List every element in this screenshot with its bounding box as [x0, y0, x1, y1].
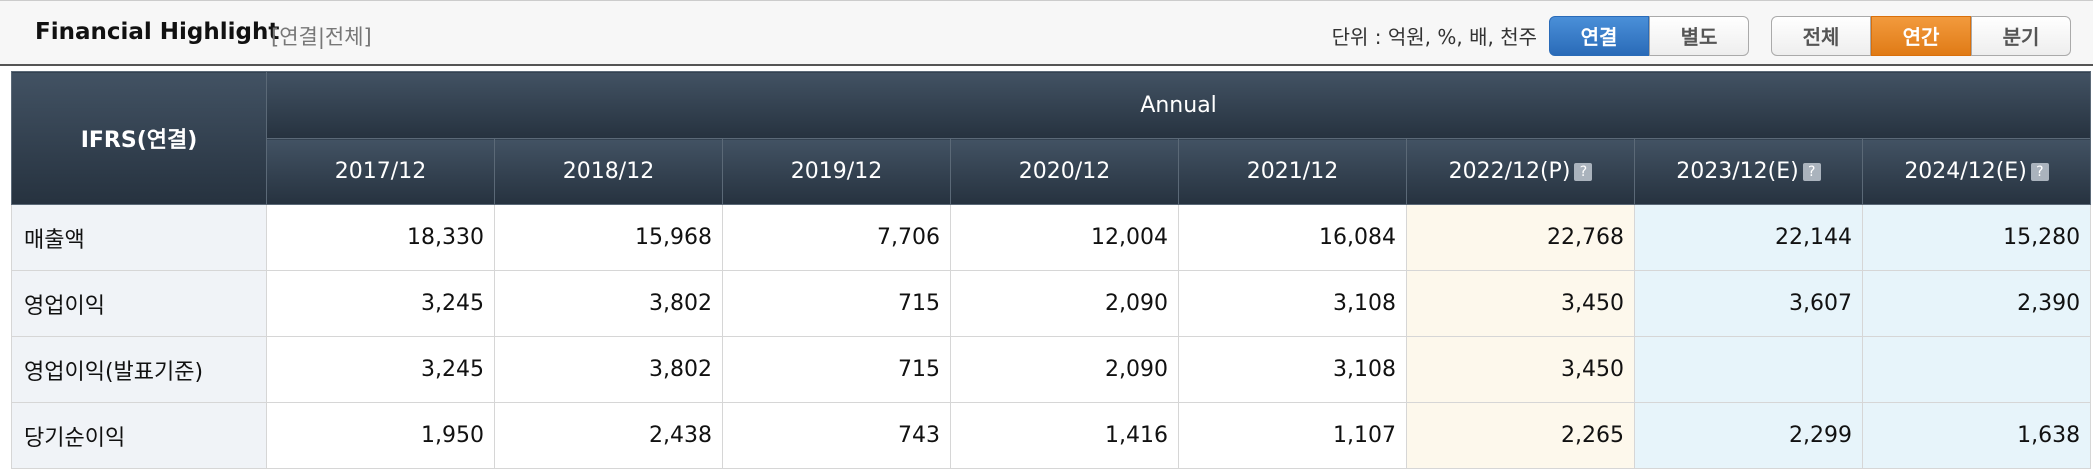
- button[interactable]: 별도: [1649, 16, 1749, 56]
- column-label: 2021/12: [1246, 159, 1339, 184]
- cell: 12,004: [950, 204, 1179, 271]
- column-header: 2018/12: [494, 138, 723, 205]
- cell: 18,330: [266, 204, 495, 271]
- column-label: 2017/12: [334, 159, 427, 184]
- scope-buttons: 연결 별도: [1549, 16, 1749, 56]
- row-label: 당기순이익: [11, 402, 267, 469]
- column-header: 2020/12: [950, 138, 1179, 205]
- cell: 1,107: [1178, 402, 1407, 469]
- cell: 3,607: [1634, 270, 1863, 337]
- cell: 1,638: [1861, 402, 2092, 469]
- column-header: 2022/12(P)?: [1406, 138, 1635, 205]
- data-row: 매출액 18,330 15,968 7,706 12,004 16,084 22,768 22…: [11, 204, 2092, 271]
- cell: 3,802: [494, 336, 723, 403]
- button[interactable]: 연결: [1549, 16, 1649, 56]
- cell: 3,108: [1178, 270, 1407, 337]
- financial-table: IFRS(연결) Annual 2017/12 2018/12 2019/12 2020/…: [11, 71, 2092, 469]
- title: Financial Highlight: [35, 19, 280, 45]
- cell: 3,108: [1178, 336, 1407, 403]
- column-label: 2022/12(P): [1448, 159, 1571, 184]
- data-row: 영업이익(발표기준) 3,245 3,802 715 2,090 3,108 3,450: [11, 336, 2092, 403]
- column-header: 2019/12: [722, 138, 951, 205]
- cell: 22,144: [1634, 204, 1863, 271]
- row-label: 매출액: [11, 204, 267, 271]
- data-row: 영업이익 3,245 3,802 715 2,090 3,108 3,450 3,607 2,3…: [11, 270, 2092, 337]
- data-row: 당기순이익 1,950 2,438 743 1,416 1,107 2,265 2,299 1,…: [11, 402, 2092, 469]
- tag: [연결|전체]: [271, 25, 372, 49]
- help-icon[interactable]: ?: [1574, 163, 1593, 181]
- cell: 743: [722, 402, 951, 469]
- column-header: 2021/12: [1178, 138, 1407, 205]
- cell: 3,450: [1406, 270, 1635, 337]
- column-label: 2019/12: [790, 159, 883, 184]
- cell: 3,802: [494, 270, 723, 337]
- cell: [1634, 336, 1863, 403]
- cell: 15,280: [1861, 204, 2092, 271]
- cell: 16,084: [1178, 204, 1407, 271]
- cell: 2,390: [1861, 270, 2092, 337]
- button[interactable]: 분기: [1971, 16, 2071, 56]
- row-label: 영업이익: [11, 270, 267, 337]
- button[interactable]: 연간: [1871, 16, 1971, 56]
- cell: 2,090: [950, 270, 1179, 337]
- column-label: 2024/12(E): [1904, 159, 2027, 184]
- header-row: 2017/12 2018/12 2019/12 2020/12 2021/12 2022/…: [12, 138, 2092, 205]
- cell: 15,968: [494, 204, 723, 271]
- help-icon[interactable]: ?: [1802, 163, 1821, 181]
- cell: 715: [722, 270, 951, 337]
- cell: 2,299: [1634, 402, 1863, 469]
- cell: 3,245: [266, 270, 495, 337]
- column-label: 2023/12(E): [1676, 159, 1799, 184]
- cell: 2,438: [494, 402, 723, 469]
- header-row: IFRS(연결) Annual: [11, 71, 2092, 205]
- cell: 3,245: [266, 336, 495, 403]
- cell: [1861, 336, 2092, 403]
- corner-header: IFRS(연결): [11, 71, 267, 205]
- column-header: 2017/12: [266, 138, 495, 205]
- cell: 1,416: [950, 402, 1179, 469]
- column-header: 2023/12(E)?: [1634, 138, 1863, 205]
- unit: 단위 : 억원, %, 배, 천주: [1331, 25, 1537, 49]
- column-label: 2018/12: [562, 159, 655, 184]
- row-label: 영업이익(발표기준): [11, 336, 267, 403]
- column-label: 2020/12: [1018, 159, 1111, 184]
- help-icon[interactable]: ?: [2030, 163, 2049, 181]
- cell: 2,265: [1406, 402, 1635, 469]
- cell: 3,450: [1406, 336, 1635, 403]
- cell: 22,768: [1406, 204, 1635, 271]
- button[interactable]: 전체: [1771, 16, 1871, 56]
- group-header: Annual: [265, 71, 2092, 139]
- column-header: 2024/12(E)?: [1861, 138, 2092, 205]
- cell: 715: [722, 336, 951, 403]
- toolbar: Financial Highlight [연결|전체] 단위 : 억원, %, …: [0, 0, 2093, 66]
- period-buttons: 전체 연간 분기: [1771, 16, 2071, 56]
- cell: 7,706: [722, 204, 951, 271]
- cell: 2,090: [950, 336, 1179, 403]
